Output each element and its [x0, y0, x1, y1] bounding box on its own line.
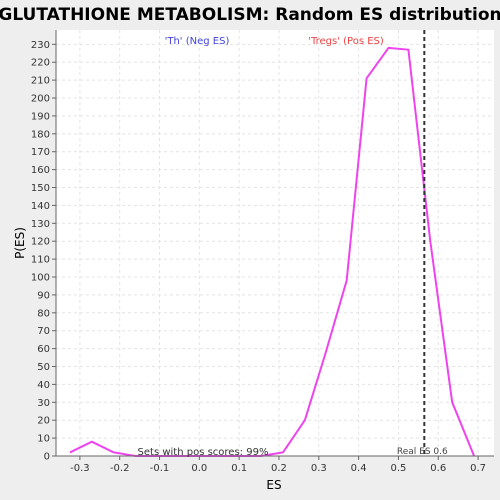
- real-es-label: Real ES 0.6: [397, 447, 448, 457]
- x-tick-label: 0.5: [390, 463, 406, 474]
- y-tick-label: 220: [31, 58, 50, 69]
- y-tick-label: 180: [31, 129, 50, 140]
- y-tick-label: 140: [31, 201, 50, 212]
- y-tick-label: 70: [37, 326, 50, 337]
- y-tick-label: 80: [37, 308, 50, 319]
- y-tick-label: 10: [37, 434, 50, 445]
- y-tick-label: 160: [31, 165, 50, 176]
- y-tick-label: 0: [44, 452, 50, 463]
- x-tick-label: -0.2: [110, 463, 130, 474]
- y-tick-label: 110: [31, 255, 50, 266]
- y-tick-label: 40: [37, 380, 50, 391]
- x-axis-label: ES: [266, 478, 281, 492]
- y-tick-label: 60: [37, 344, 50, 355]
- y-tick-label: 170: [31, 147, 50, 158]
- y-tick-label: 120: [31, 237, 50, 248]
- x-tick-label: 0.3: [311, 463, 327, 474]
- x-ticks: -0.3 -0.2 -0.1 0.0 0.1 0.2 0.3 0.4 0.5 0.6 0.7: [70, 456, 486, 474]
- y-tick-label: 100: [31, 273, 50, 284]
- x-tick-label: 0.6: [430, 463, 446, 474]
- real-es-group: Real ES 0.6: [397, 30, 448, 457]
- x-tick-label: -0.1: [150, 463, 170, 474]
- x-tick-label: 0.7: [470, 463, 486, 474]
- plot-area: [56, 30, 494, 456]
- y-axis-label: P(ES): [13, 227, 27, 259]
- y-tick-label: 50: [37, 362, 50, 373]
- grid: [56, 30, 494, 457]
- y-tick-label: 200: [31, 94, 50, 105]
- x-tick-label: 0.2: [271, 463, 287, 474]
- pos-es-label: 'Tregs' (Pos ES): [308, 36, 384, 47]
- x-tick-label: 0.0: [191, 463, 207, 474]
- y-tick-label: 130: [31, 219, 50, 230]
- x-tick-label: -0.3: [70, 463, 90, 474]
- y-tick-label: 90: [37, 290, 50, 301]
- y-tick-label: 230: [31, 40, 50, 51]
- y-ticks: 0 10 20 30 40 50 60 70 80 90 100 110 120 130 140 150 160…: [31, 40, 56, 463]
- y-tick-label: 30: [37, 398, 50, 409]
- y-tick-label: 20: [37, 416, 50, 427]
- x-tick-label: 0.4: [351, 463, 367, 474]
- y-tick-label: 150: [31, 183, 50, 194]
- chart-title: GLUTATHIONE METABOLISM: Random ES distri…: [0, 5, 500, 25]
- y-tick-label: 190: [31, 111, 50, 122]
- y-tick-label: 210: [31, 76, 50, 87]
- neg-es-label: 'Th' (Neg ES): [165, 36, 230, 47]
- x-tick-label: 0.1: [231, 463, 247, 474]
- pos-scores-text: Sets with pos scores: 99%: [138, 447, 269, 458]
